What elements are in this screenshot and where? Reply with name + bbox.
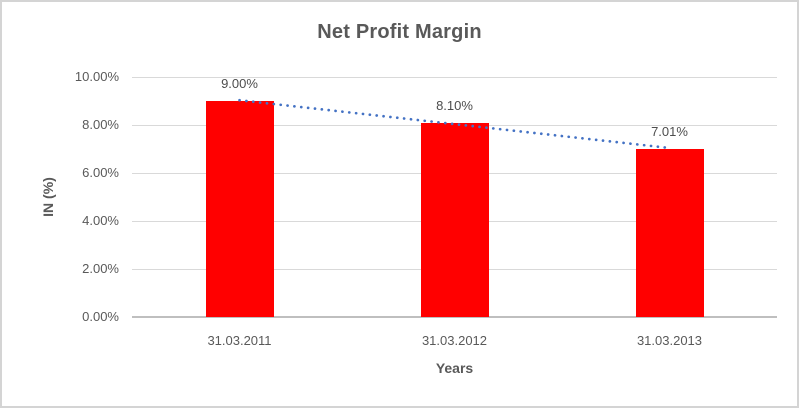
chart-title: Net Profit Margin [317, 21, 482, 43]
y-tick-label: 10.00% [74, 69, 119, 84]
data-label: 8.10% [436, 97, 473, 113]
data-label: 7.01% [651, 123, 688, 139]
data-label: 9.00% [221, 76, 258, 91]
y-tick-label: 4.00% [82, 213, 119, 228]
x-tick-label: 31.03.2012 [421, 333, 488, 348]
gridline [132, 77, 777, 78]
trendline-dotted [238, 98, 671, 150]
y-tick-label: 6.00% [82, 165, 119, 180]
x-tick-label: 31.03.2013 [636, 333, 703, 348]
plot-area: 9.00% 8.10% 7.01% [132, 76, 777, 318]
bar-31.03.2013 [635, 148, 704, 317]
y-axis-title: IN (%) [40, 177, 56, 217]
x-tick-label: 31.03.2011 [207, 333, 272, 348]
bar-31.03.2011 [205, 101, 274, 317]
x-axis-title: Years [435, 360, 474, 376]
x-axis-line [132, 316, 777, 318]
y-tick-label: 8.00% [82, 117, 119, 132]
y-tick-label: 0.00% [82, 309, 119, 324]
y-tick-label: 2.00% [82, 261, 119, 276]
bar-31.03.2012 [420, 122, 489, 317]
